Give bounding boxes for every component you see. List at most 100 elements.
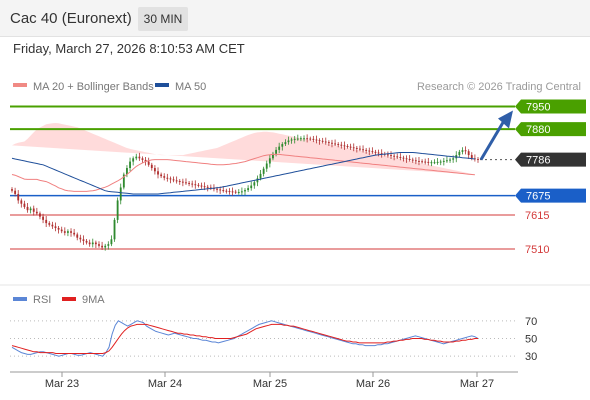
candle-body [85,240,88,243]
candle [32,205,35,216]
candle-body [197,184,200,186]
candle [160,172,163,179]
candle-body [362,149,364,151]
candle-body [446,160,448,162]
candle [94,240,97,249]
candle-body [278,146,281,150]
candle-body [346,146,349,148]
candle [418,157,420,166]
candle-body [147,161,150,165]
candle [433,159,436,165]
candle [327,140,330,147]
candle-body [290,139,293,141]
candle [119,183,122,205]
rsi-grid: 70 50 30 [10,316,537,363]
candle [287,136,290,145]
candle [414,157,417,165]
candle-body [436,161,439,163]
candle-body [23,203,26,207]
candle [309,136,312,141]
rsi-9ma-line [11,323,478,354]
legend-label-ma50: MA 50 [175,81,206,93]
candle [272,151,274,161]
candle [306,134,309,143]
candle-body [32,208,35,212]
candle-body [414,160,417,162]
candle-body [129,161,131,169]
x-tick-label-4: Mar 27 [460,378,494,390]
level-tag-7675 [515,188,586,203]
candle [66,229,69,237]
candle-body [281,144,284,147]
candle-body [54,226,57,228]
candle-body [175,180,178,182]
candle [237,189,240,195]
candle [209,184,212,191]
candle-body [169,178,172,180]
candle-body [181,181,184,183]
candle-body [26,206,29,211]
candle [355,146,358,153]
candle-body [396,156,399,158]
candle-body [51,224,54,227]
candle-body [98,244,100,246]
candle [82,235,85,245]
candle-body [430,162,433,164]
candle [284,139,287,147]
candle-body [418,160,420,162]
candle [290,137,293,144]
candle [178,179,181,185]
candle [362,145,364,153]
candle [421,159,424,164]
level-label-7510: 7510 [525,244,549,256]
candle-body [458,151,461,156]
candle [228,188,231,195]
x-tick-label-0: Mar 23 [45,378,79,390]
candle-body [240,191,243,193]
candle-body [411,159,414,161]
copyright-text: Research © 2026 Trading Central [417,81,581,93]
candle-body [340,144,343,146]
candle [225,188,228,194]
candle [126,165,128,178]
candle [449,157,451,163]
candle [181,178,184,187]
candle [408,155,411,162]
candle-body [477,158,479,160]
candle-body [349,146,352,148]
candle [318,138,321,145]
candle [138,152,141,161]
candle-body [331,142,333,144]
candle-body [82,239,85,241]
candle-body [393,155,396,157]
candle-body [272,153,274,159]
candle [380,149,383,158]
candle [48,221,51,227]
candle [253,180,256,189]
candle-body [107,244,110,246]
candle-body [76,234,79,238]
candle-body [132,158,135,162]
candle-body [318,140,321,142]
candle [321,137,324,144]
candle [194,180,197,189]
candle [73,228,76,237]
candle [331,139,333,148]
candle [240,187,243,196]
timeframe-button[interactable]: 30 MIN [138,7,188,31]
legend-swatch-rsi [13,297,27,301]
rsi-tick-70: 70 [525,316,537,328]
candle [427,157,430,166]
candle-body [163,176,166,178]
candle [250,181,253,191]
candle-body [225,190,228,192]
candle [175,176,178,184]
candle [20,198,23,208]
candle [337,142,340,148]
candle-body [178,181,181,182]
candle-body [287,140,290,143]
candle-body [150,164,153,169]
level-label-7675: 7675 [526,191,550,203]
candle [51,221,54,229]
